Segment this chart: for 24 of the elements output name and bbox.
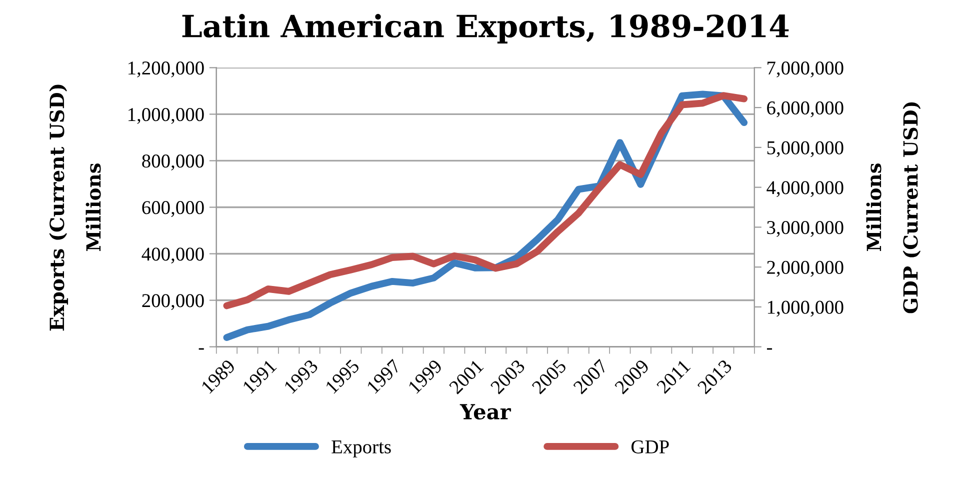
x-tick-label: 1991 [242, 359, 277, 394]
y-tick-label: 400,000 [142, 248, 204, 264]
y-tick-label: 600,000 [142, 201, 204, 217]
y-tick-label: 200,000 [142, 294, 204, 310]
y2-tick-label: 3,000,000 [767, 220, 844, 237]
legend-label: Exports [332, 440, 391, 458]
y2-tick-label: - [766, 348, 772, 350]
y-axis-title: Exports (Current USD) Millions [49, 84, 101, 331]
x-tick-label: 1989 [200, 358, 236, 394]
y-tick-label: 1,000,000 [128, 108, 204, 124]
x-axis-title: Year [460, 404, 512, 420]
y2-tick-label: 7,000,000 [768, 61, 844, 78]
x-tick-label: 2011 [656, 359, 691, 394]
y-tick-label: 800,000 [142, 154, 204, 170]
y2-tick-label: 4,000,000 [766, 181, 844, 198]
legend-label: GDP [631, 440, 669, 454]
y2-tick-label: 6,000,000 [767, 101, 844, 118]
y2-tick-label: 1,000,000 [768, 300, 844, 317]
y-tick-label: 1,200,000 [128, 61, 204, 78]
y2-axis-title: Millions GDP (Current USD) [866, 102, 921, 314]
y2-tick-label: 2,000,000 [767, 260, 844, 277]
y2-tick-label: 5,000,000 [767, 141, 844, 158]
chart-title: Latin American Exports, 1989-2014 [182, 14, 789, 44]
y-tick-label: - [198, 348, 204, 350]
